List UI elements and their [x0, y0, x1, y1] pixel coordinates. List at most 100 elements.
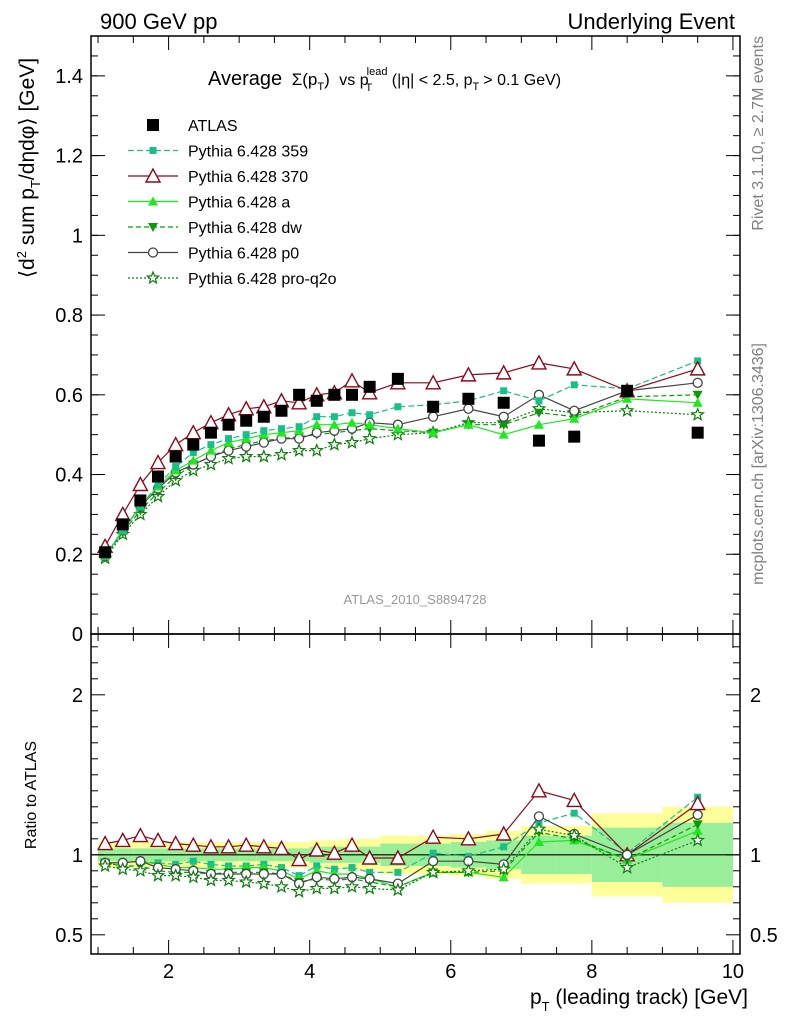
- data-point: [498, 411, 509, 422]
- data-point: [364, 419, 375, 429]
- ratio-panel-series: [96, 782, 706, 898]
- ratio-point: [495, 825, 512, 841]
- ratio-point: [496, 861, 511, 876]
- ratio-point: [460, 830, 477, 846]
- ratio-point: [533, 811, 545, 822]
- data-point: [293, 388, 306, 401]
- ratio-point: [185, 836, 202, 852]
- legend-label: ATLAS: [188, 118, 238, 135]
- x-tick-label: 4: [304, 961, 315, 983]
- data-point: [690, 407, 705, 421]
- ratio-y-tick-label-left: 0.5: [55, 925, 83, 947]
- ratio-point: [348, 864, 356, 872]
- data-point: [530, 354, 548, 370]
- main-panel-series: [96, 354, 706, 565]
- data-point: [221, 450, 236, 465]
- legend-label: Pythia 6.428 p0: [188, 246, 299, 263]
- data-point: [622, 393, 633, 403]
- ratio-y-tick-label-left: 2: [72, 685, 83, 707]
- main-y-tick-label: 0.4: [55, 465, 83, 487]
- ratio-point: [291, 883, 307, 898]
- ratio-point: [273, 839, 290, 856]
- x-tick-label: 8: [586, 961, 597, 983]
- legend-entry: Pythia 6.428 370: [128, 167, 308, 186]
- ratio-point: [276, 868, 287, 880]
- data-point: [293, 433, 305, 444]
- data-point: [295, 423, 303, 431]
- ratio-point: [689, 795, 706, 811]
- data-point: [394, 403, 402, 411]
- ratio-point: [274, 879, 289, 894]
- data-point: [116, 518, 129, 531]
- data-point: [495, 364, 512, 380]
- data-point: [223, 445, 234, 456]
- legend-marker: [147, 119, 159, 131]
- ratio-point: [115, 861, 131, 876]
- data-point: [328, 388, 341, 401]
- data-point: [363, 380, 376, 393]
- data-point: [463, 419, 474, 429]
- series-pythia-6-428-p0: [99, 377, 703, 562]
- ratio-point: [692, 825, 703, 835]
- legend-marker: [148, 196, 158, 206]
- legend-entry: ATLAS: [147, 118, 238, 135]
- data-point: [188, 455, 199, 465]
- ratio-point: [530, 782, 548, 798]
- data-point: [344, 434, 360, 449]
- ratio-point: [203, 872, 219, 887]
- ratio-point: [429, 849, 437, 857]
- ratio-point: [326, 844, 343, 860]
- ratio-point: [97, 858, 113, 873]
- legend-marker: [144, 167, 162, 183]
- data-point: [309, 442, 324, 457]
- ratio-point: [394, 868, 402, 876]
- legend-entry: Pythia 6.428 p0: [128, 246, 299, 263]
- data-point: [462, 392, 475, 405]
- data-point: [187, 438, 200, 451]
- ratio-point: [311, 865, 322, 875]
- ratio-point: [692, 809, 703, 820]
- header-left: 900 GeV pp: [100, 9, 217, 34]
- x-axis-label: pT (leading track) [GeV]: [530, 986, 748, 1014]
- side-label-bottom: mcplots.cern.ch [arXiv:1306.3436]: [750, 343, 767, 585]
- data-point: [290, 394, 308, 410]
- ratio-point: [96, 835, 114, 851]
- data-point: [343, 372, 361, 388]
- ratio-point: [498, 872, 509, 882]
- data-point: [691, 426, 704, 439]
- ratio-point: [425, 864, 441, 879]
- ratio-point: [311, 872, 322, 883]
- ratio-point: [238, 874, 254, 889]
- ratio-point: [309, 880, 324, 895]
- data-point: [498, 429, 509, 439]
- series-pythia-6-428-a: [100, 393, 703, 561]
- legend-marker: [147, 247, 159, 258]
- legend-entry: Pythia 6.428 359: [128, 144, 308, 161]
- ratio-point: [221, 872, 236, 887]
- x-tick-label: 10: [722, 961, 744, 983]
- data-point: [463, 403, 474, 414]
- legend-entry: Pythia 6.428 dw: [128, 220, 302, 237]
- data-point: [186, 462, 201, 477]
- analysis-tag: ATLAS_2010_S8894728: [344, 592, 487, 607]
- data-point: [238, 448, 254, 463]
- ratio-point: [461, 863, 476, 878]
- ratio-point: [362, 880, 377, 895]
- data-point: [311, 427, 322, 438]
- ratio-point: [344, 879, 360, 894]
- data-point: [167, 436, 184, 452]
- data-point: [310, 394, 323, 407]
- ratio-point: [186, 869, 201, 884]
- ratio-point: [132, 827, 149, 843]
- data-point: [692, 377, 703, 388]
- series-pythia-6-428-370: [96, 354, 706, 553]
- data-point: [242, 431, 250, 439]
- data-point: [500, 387, 508, 395]
- data-point: [277, 425, 285, 433]
- ratio-point: [361, 849, 378, 865]
- data-point: [427, 411, 439, 422]
- x-tick-label: 6: [445, 961, 456, 983]
- ratio-point: [621, 849, 633, 860]
- main-y-tick-label: 1.4: [55, 66, 83, 88]
- ratio-point: [238, 836, 255, 852]
